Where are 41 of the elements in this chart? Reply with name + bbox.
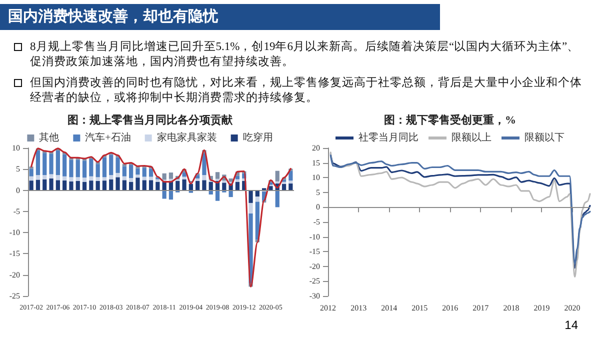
y-tick-label: -25 [9, 292, 20, 300]
legend-label: 家电家具家装 [156, 132, 217, 144]
text: 但国内消费改善的同时也有隐忧，对比来看，规上零售修复远高于社零总额，背后是大量中小企业和个体经营者的缺位，或将抑制中长期消费需求的持续修复。 [30, 76, 583, 106]
y-tick-label: 5 [316, 188, 320, 197]
y-tick-label: -20 [9, 270, 20, 280]
text: 14 [564, 318, 578, 332]
y-tick-label: -10 [309, 232, 320, 242]
y-tick-label: 10 [12, 144, 20, 152]
y-tick-label: -30 [309, 292, 320, 300]
y-tick-label: 20 [312, 144, 320, 152]
x-tick-label: 2018 [503, 304, 520, 312]
y-tick-label: 15 [312, 158, 320, 168]
x-tick-label: 2013 [350, 304, 367, 312]
legend-label: 汽车+石油 [85, 132, 131, 144]
x-tick-label: 2017 [472, 304, 489, 312]
y-tick-label: 0 [316, 202, 320, 212]
y-tick-label: -10 [9, 228, 20, 238]
x-tick-label: 2012 [320, 304, 336, 312]
x-tick-label: 2019 [534, 304, 550, 312]
y-tick-label: -20 [309, 262, 320, 271]
y-tick-label: 5 [16, 164, 20, 174]
text: 8月规上零售当月同比增速已回升至5.1%，创19年6月以来新高。后续随着决策层“以国内大循环为主体”、促消费政策加速落地，国内消费也有望持续改善。 [30, 40, 580, 70]
y-tick-label: -25 [309, 276, 320, 286]
text: 国内消费快速改善，却也有隐忧 [0, 4, 440, 30]
x-tick-label: 2015 [412, 304, 428, 312]
y-tick-label: -5 [313, 218, 320, 226]
legend-label: 吃穿用 [242, 132, 273, 144]
legend-label: 其他 [39, 132, 60, 144]
legend-label: 限额以上 [452, 132, 492, 144]
x-tick-label: 2016 [442, 304, 458, 312]
y-tick-label: 10 [312, 173, 320, 182]
legend-label: 社零当月同比 [358, 132, 418, 144]
y-tick-label: -15 [9, 249, 20, 258]
x-tick-label: 2020 [564, 304, 580, 312]
y-tick-label: -5 [13, 206, 20, 216]
y-tick-label: -15 [309, 247, 320, 256]
y-tick-label: 0 [16, 186, 20, 195]
x-tick-label: 2014 [381, 304, 398, 312]
chart-title: 图：规上零售当月同比各分项贡献 [68, 114, 234, 126]
legend-label: 限额以下 [524, 132, 564, 144]
chart-title: 图：规下零售受创更重，% [384, 114, 516, 126]
